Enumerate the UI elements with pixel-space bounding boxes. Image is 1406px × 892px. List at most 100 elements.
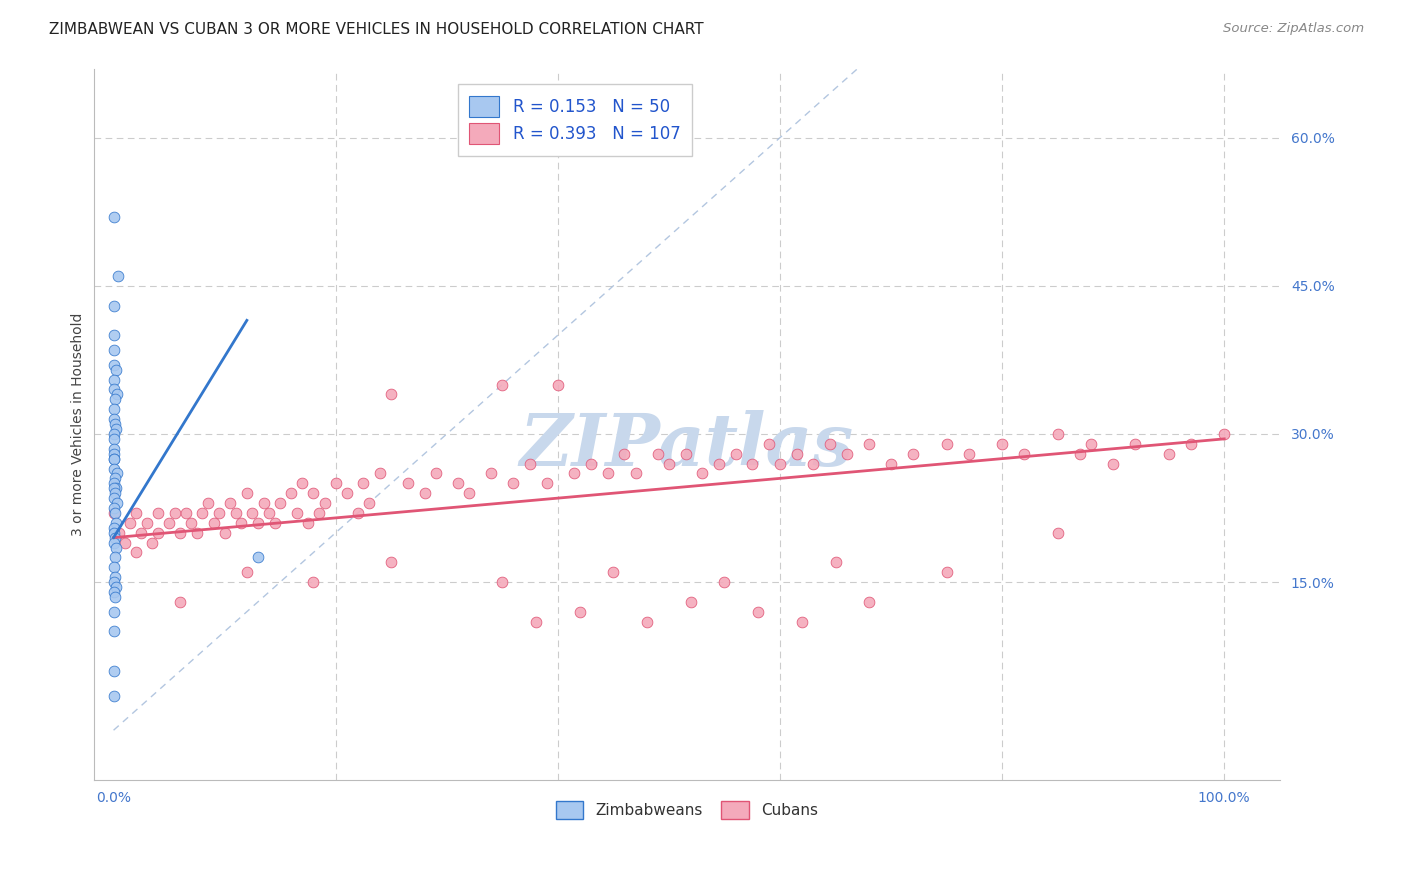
Point [596,467,619,481]
Point [658,457,681,471]
Point [125,545,148,559]
Point [935,437,957,451]
Point [104,471,127,485]
Point [169,525,191,540]
Point [103,481,125,495]
Point [103,624,125,639]
Point [1014,447,1036,461]
Point [357,496,380,510]
Point [225,506,247,520]
Point [104,392,127,407]
Point [104,506,127,520]
Point [353,476,375,491]
Point [208,506,231,520]
Point [103,506,125,520]
Point [103,210,125,224]
Point [302,575,325,590]
Point [564,467,586,481]
Point [285,506,308,520]
Point [314,496,336,510]
Point [104,590,127,604]
Point [191,506,214,520]
Point [104,486,127,500]
Point [747,605,769,619]
Point [103,373,125,387]
Point [302,486,325,500]
Point [458,486,481,500]
Point [263,516,285,530]
Point [547,377,569,392]
Point [269,496,291,510]
Point [368,467,391,481]
Point [491,377,513,392]
Point [103,476,125,491]
Point [769,457,792,471]
Point [835,447,858,461]
Point [524,615,547,629]
Point [613,447,636,461]
Point [104,422,127,436]
Point [957,447,980,461]
Point [103,343,125,357]
Point [104,417,127,431]
Point [103,402,125,417]
Point [858,437,880,451]
Point [519,457,541,471]
Point [180,516,202,530]
Point [103,426,125,441]
Point [103,451,125,466]
Point [758,437,780,451]
Point [491,575,513,590]
Point [105,496,128,510]
Point [1046,525,1069,540]
Point [502,476,524,491]
Point [675,447,697,461]
Point [202,516,225,530]
Point [169,595,191,609]
Point [1102,457,1125,471]
Point [104,541,127,555]
Point [246,550,269,565]
Point [602,565,624,579]
Point [291,476,314,491]
Point [104,516,127,530]
Point [103,585,125,599]
Point [104,363,127,377]
Point [236,486,259,500]
Point [219,496,242,510]
Point [103,412,125,426]
Point [380,555,402,569]
Point [624,467,647,481]
Point [425,467,447,481]
Point [741,457,763,471]
Point [1180,437,1202,451]
Point [1046,426,1069,441]
Point [135,516,157,530]
Point [935,565,957,579]
Text: ZIPatlas: ZIPatlas [520,410,853,481]
Point [231,516,253,530]
Point [724,447,747,461]
Point [818,437,841,451]
Point [579,457,602,471]
Point [103,664,125,678]
Point [104,550,127,565]
Point [103,501,125,516]
Point [146,525,169,540]
Legend: Zimbabweans, Cubans: Zimbabweans, Cubans [550,795,824,825]
Point [141,535,163,549]
Point [214,525,236,540]
Point [108,525,131,540]
Point [146,506,169,520]
Point [991,437,1014,451]
Point [103,442,125,456]
Point [103,432,125,446]
Point [1125,437,1147,451]
Point [336,486,359,500]
Point [103,521,125,535]
Point [824,555,846,569]
Point [1213,426,1236,441]
Point [252,496,274,510]
Point [114,535,136,549]
Point [786,447,808,461]
